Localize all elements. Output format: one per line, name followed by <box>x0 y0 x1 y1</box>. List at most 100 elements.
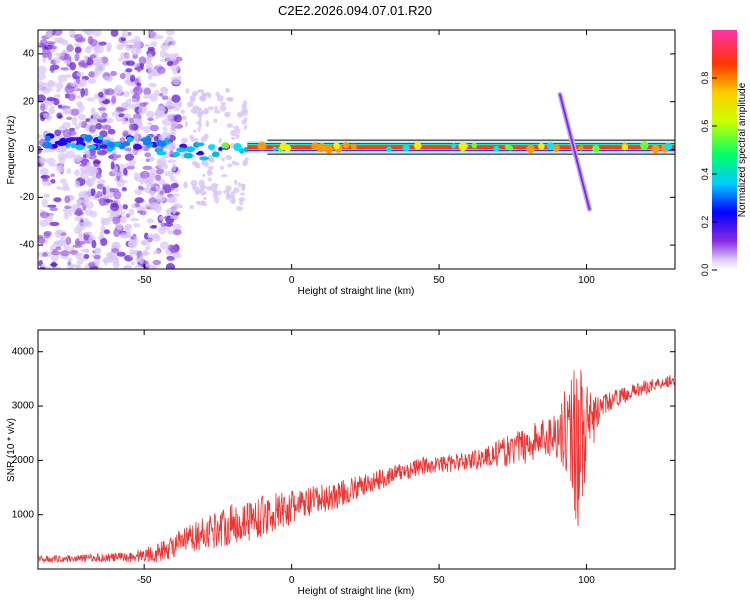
noise-speckle <box>145 110 155 118</box>
noise-speckle <box>71 116 78 126</box>
noise-speckle <box>221 157 226 162</box>
noise-speckle <box>125 213 131 218</box>
noise-speckle <box>117 57 124 62</box>
noise-speckle <box>197 202 203 206</box>
noise-speckle <box>56 88 61 93</box>
noise-speckle <box>99 130 108 138</box>
noise-speckle <box>42 52 49 58</box>
noise-speckle <box>93 247 102 255</box>
noise-speckle <box>45 41 56 45</box>
noise-speckle <box>225 155 232 161</box>
noise-speckle <box>132 86 143 95</box>
noise-speckle <box>70 82 79 87</box>
noise-speckle <box>100 56 109 64</box>
carrier-bead <box>342 141 350 149</box>
noise-speckle <box>144 43 151 48</box>
noise-speckle <box>54 129 62 137</box>
noise-speckle <box>150 41 158 48</box>
noise-speckle <box>201 173 206 177</box>
noise-speckle <box>94 64 104 72</box>
noise-speckle <box>104 199 114 203</box>
noise-speckle <box>105 252 115 259</box>
carrier-bead <box>621 144 629 151</box>
snr-ytick-label: 3000 <box>12 401 35 412</box>
noise-speckle <box>88 71 95 78</box>
noise-speckle <box>169 126 177 134</box>
noise-speckle <box>166 30 175 36</box>
signal-blob <box>156 151 167 156</box>
noise-speckle <box>102 186 107 196</box>
noise-speckle <box>185 88 190 94</box>
noise-speckle <box>241 103 247 110</box>
noise-speckle <box>147 68 157 77</box>
noise-speckle <box>79 171 89 180</box>
noise-speckle <box>101 195 112 199</box>
noise-speckle <box>45 32 51 38</box>
noise-speckle <box>158 178 166 185</box>
noise-speckle <box>164 171 174 177</box>
signal-blob <box>99 144 108 149</box>
noise-speckle <box>130 261 136 266</box>
noise-speckle <box>67 257 73 262</box>
noise-speckle <box>174 188 179 192</box>
noise-speckle <box>83 253 90 259</box>
noise-speckle <box>143 232 149 240</box>
noise-speckle <box>215 91 220 97</box>
spectrogram-xtick-label: 100 <box>578 275 595 286</box>
noise-speckle <box>54 240 61 245</box>
noise-speckle <box>129 74 136 83</box>
noise-speckle <box>125 163 135 167</box>
noise-speckle <box>61 121 72 129</box>
noise-speckle <box>42 178 49 182</box>
noise-speckle <box>136 82 142 87</box>
noise-speckle <box>181 115 187 121</box>
noise-speckle <box>111 111 120 117</box>
noise-speckle <box>74 53 80 62</box>
noise-speckle <box>174 114 183 123</box>
noise-speckle <box>80 88 86 98</box>
noise-speckle <box>61 186 71 191</box>
noise-speckle <box>142 177 148 183</box>
noise-speckle <box>155 168 165 175</box>
noise-speckle <box>94 195 100 199</box>
snr-plot-area <box>38 369 675 564</box>
noise-speckle <box>76 71 84 77</box>
noise-speckle <box>163 222 174 227</box>
noise-speckle <box>111 95 117 104</box>
noise-speckle <box>162 183 171 188</box>
noise-speckle <box>38 94 46 103</box>
noise-speckle <box>139 170 150 179</box>
noise-speckle <box>147 178 153 185</box>
noise-speckle <box>100 224 106 233</box>
snr-axes: -50 0 50 100 1000 2000 3000 4000 <box>12 330 675 586</box>
noise-speckle <box>51 250 61 256</box>
noise-speckle <box>244 116 248 122</box>
noise-speckle <box>75 123 81 130</box>
noise-speckle <box>50 45 58 50</box>
noise-speckle <box>152 259 161 266</box>
carrier-bead <box>233 142 242 152</box>
noise-speckle <box>235 133 240 140</box>
noise-speckle <box>154 89 160 97</box>
noise-speckle <box>76 221 86 231</box>
spectrogram-image <box>38 30 675 269</box>
noise-speckle <box>147 53 153 62</box>
noise-speckle <box>119 215 127 224</box>
signal-blob <box>75 144 85 151</box>
noise-speckle <box>207 177 212 182</box>
noise-speckle <box>95 172 102 179</box>
carrier-bead <box>451 143 457 149</box>
noise-speckle <box>43 193 50 199</box>
noise-speckle <box>203 196 207 201</box>
noise-speckle <box>191 97 196 102</box>
colorbar-tick-label: 0.2 <box>700 216 710 229</box>
noise-speckle <box>96 150 107 156</box>
noise-speckle <box>48 163 58 167</box>
noise-speckle <box>62 107 72 115</box>
noise-speckle <box>136 210 143 214</box>
noise-speckle <box>46 97 57 102</box>
noise-speckle <box>147 122 153 126</box>
signal-blob <box>142 140 153 146</box>
noise-speckle <box>159 49 167 58</box>
noise-speckle <box>226 123 234 128</box>
